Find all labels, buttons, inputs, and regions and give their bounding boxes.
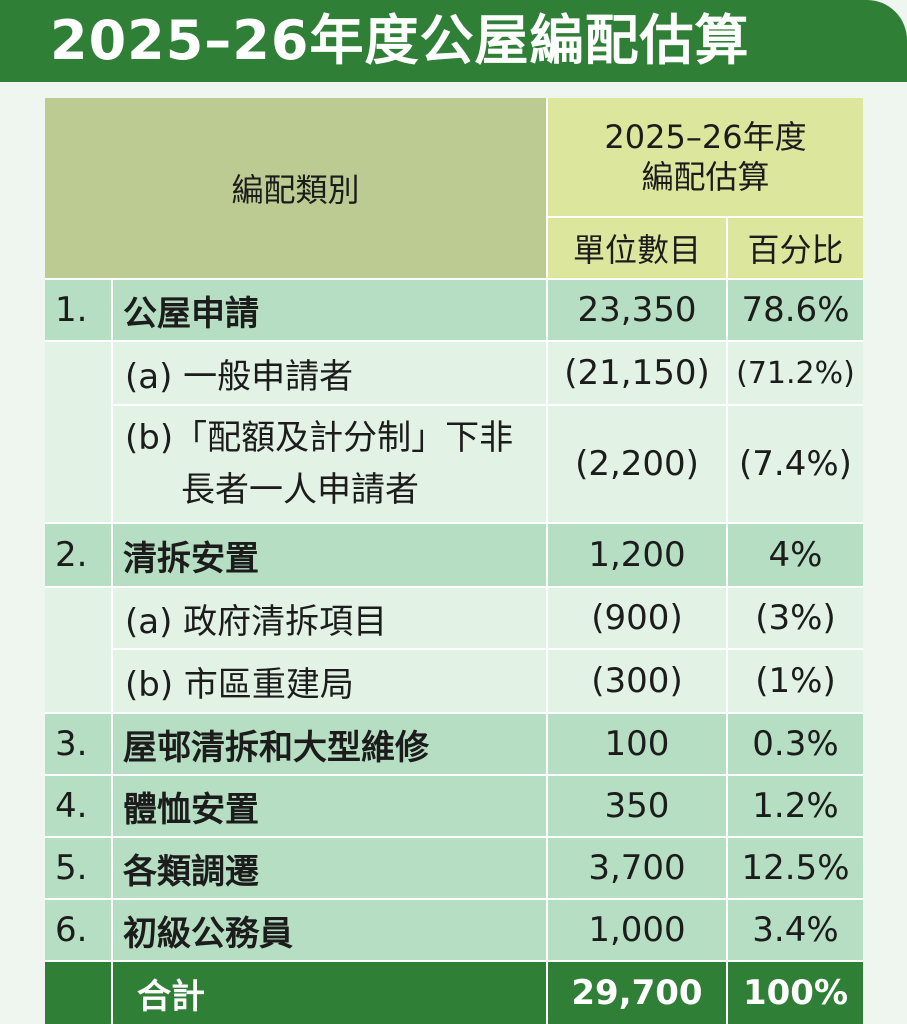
row-label: 清拆安置 [113, 524, 546, 586]
header-units: 單位數目 [548, 218, 726, 278]
row-index: 5. [45, 838, 111, 898]
row-percent: 4% [728, 524, 863, 586]
row-index-blank [45, 588, 111, 712]
row-label: 屋邨清拆和大型維修 [113, 714, 546, 774]
row-units: 100 [548, 714, 726, 774]
row-units: (21,150) [548, 342, 726, 404]
row-label: (a) 政府清拆項目 [113, 588, 546, 648]
row-units: (900) [548, 588, 726, 648]
row-percent: 78.6% [728, 280, 863, 340]
row-units: 1,000 [548, 900, 726, 960]
header-estimate-line1: 2025–26年度 [604, 118, 807, 156]
row-index: 3. [45, 714, 111, 774]
total-units: 29,700 [548, 962, 726, 1024]
total-label: 合計 [113, 962, 546, 1024]
row-label: 公屋申請 [113, 280, 546, 340]
row-units: 1,200 [548, 524, 726, 586]
header-percent: 百分比 [728, 218, 863, 278]
total-percent: 100% [728, 962, 863, 1024]
row-percent: (7.4%) [728, 406, 863, 522]
row-label-line2: 長者一人申請者 [181, 470, 419, 510]
header-estimate: 2025–26年度 編配估算 [548, 98, 863, 216]
row-units: 350 [548, 776, 726, 836]
total-index-blank [45, 962, 111, 1024]
row-percent: (3%) [728, 588, 863, 648]
header-estimate-line2: 編配估算 [641, 158, 770, 196]
row-index: 2. [45, 524, 111, 586]
row-units: (300) [548, 650, 726, 712]
row-label: (a) 一般申請者 [113, 342, 546, 404]
row-label: 體恤安置 [113, 776, 546, 836]
header-category: 編配類別 [45, 98, 546, 278]
row-percent: 0.3% [728, 714, 863, 774]
row-label-multiline: (b)「配額及計分制」下非 長者一人申請者 [113, 406, 546, 522]
row-label: 初級公務員 [113, 900, 546, 960]
allocation-table: 編配類別 2025–26年度 編配估算 單位數目 百分比 1. 公屋申請 23,… [45, 98, 863, 1024]
row-units: 23,350 [548, 280, 726, 340]
row-label-line1: (b)「配額及計分制」下非 [125, 418, 514, 458]
row-index: 6. [45, 900, 111, 960]
row-percent: 12.5% [728, 838, 863, 898]
row-index-blank [45, 342, 111, 522]
row-percent: 3.4% [728, 900, 863, 960]
row-label: (b) 市區重建局 [113, 650, 546, 712]
row-label: 各類調遷 [113, 838, 546, 898]
row-index: 1. [45, 280, 111, 340]
row-units: (2,200) [548, 406, 726, 522]
row-percent: (1%) [728, 650, 863, 712]
row-index: 4. [45, 776, 111, 836]
row-units: 3,700 [548, 838, 726, 898]
row-percent: 1.2% [728, 776, 863, 836]
page-title: 2025–26年度公屋編配估算 [0, 0, 907, 82]
row-percent: (71.2%) [728, 342, 863, 404]
